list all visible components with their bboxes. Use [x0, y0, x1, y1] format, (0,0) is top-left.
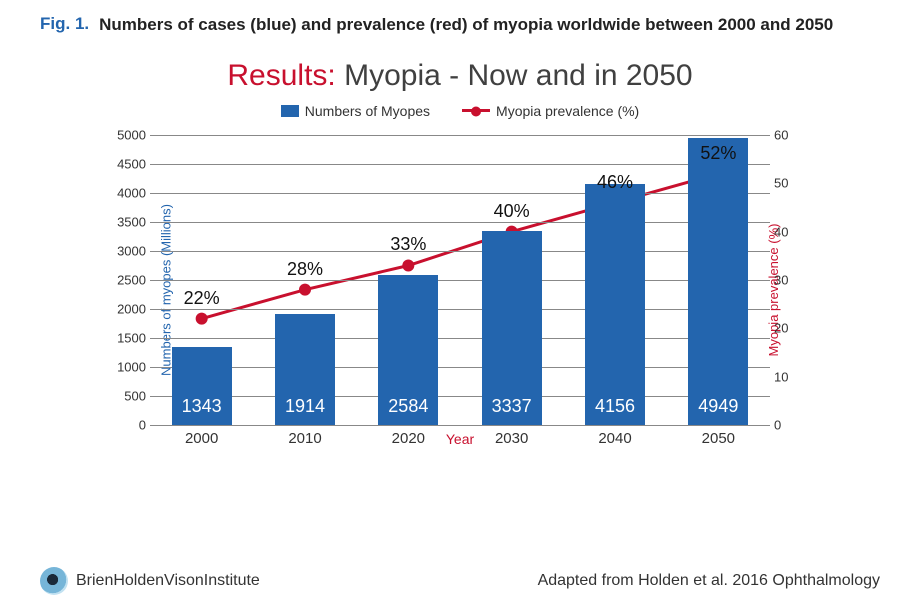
chart-title-rest: Myopia - Now and in 2050 — [336, 59, 693, 92]
bar-value-label: 4156 — [585, 396, 645, 417]
legend-bar-label: Numbers of Myopes — [305, 103, 430, 119]
y-right-tick: 0 — [774, 417, 810, 432]
prevalence-label: 46% — [597, 172, 633, 193]
chart: Numbers of myopes (Millions) Myopia prev… — [80, 125, 840, 455]
grid-line — [150, 222, 770, 223]
bar: 2584 — [378, 275, 438, 425]
prevalence-label: 52% — [700, 143, 736, 164]
y-left-tick: 1500 — [102, 330, 146, 345]
line-marker — [196, 313, 208, 325]
bar-swatch-icon — [281, 105, 299, 117]
bar-value-label: 1914 — [275, 396, 335, 417]
line-marker — [299, 284, 311, 296]
y-right-tick: 40 — [774, 224, 810, 239]
bar: 4949 — [688, 138, 748, 425]
bar-value-label: 2584 — [378, 396, 438, 417]
grid-line — [150, 280, 770, 281]
legend: Numbers of Myopes Myopia prevalence (%) — [0, 103, 920, 119]
x-tick: 2040 — [575, 430, 655, 447]
chart-title: Results: Myopia - Now and in 2050 — [0, 59, 920, 93]
grid-line — [150, 164, 770, 165]
source-attribution: Adapted from Holden et al. 2016 Ophthalm… — [538, 572, 880, 590]
x-tick: 2020 — [368, 430, 448, 447]
x-tick: 2000 — [162, 430, 242, 447]
legend-item-bars: Numbers of Myopes — [281, 103, 430, 119]
y-right-tick: 20 — [774, 321, 810, 336]
bar: 1343 — [172, 347, 232, 425]
figure-caption: Numbers of cases (blue) and prevalence (… — [99, 14, 833, 37]
prevalence-label: 22% — [184, 288, 220, 309]
legend-line-label: Myopia prevalence (%) — [496, 103, 639, 119]
bar: 3337 — [482, 231, 542, 425]
grid-line — [150, 251, 770, 252]
legend-item-line: Myopia prevalence (%) — [462, 103, 639, 119]
grid-line — [150, 396, 770, 397]
bar-value-label: 3337 — [482, 396, 542, 417]
bar: 4156 — [585, 184, 645, 425]
x-axis-title: Year — [446, 431, 474, 447]
grid-line — [150, 425, 770, 426]
x-tick: 2050 — [678, 430, 758, 447]
x-tick: 2010 — [265, 430, 345, 447]
chart-title-results: Results: — [227, 59, 335, 92]
institute-name: BrienHoldenVisonInstitute — [76, 572, 260, 590]
prevalence-label: 40% — [494, 201, 530, 222]
grid-line — [150, 367, 770, 368]
y-right-tick: 10 — [774, 369, 810, 384]
x-tick: 2030 — [472, 430, 552, 447]
grid-line — [150, 309, 770, 310]
y-left-tick: 0 — [102, 417, 146, 432]
y-left-tick: 3000 — [102, 243, 146, 258]
footer: BrienHoldenVisonInstitute Adapted from H… — [0, 567, 920, 595]
y-left-tick: 2500 — [102, 272, 146, 287]
y-left-tick: 3500 — [102, 214, 146, 229]
y-right-tick: 60 — [774, 127, 810, 142]
institute-logo-icon — [40, 567, 68, 595]
y-right-tick: 50 — [774, 176, 810, 191]
prevalence-label: 28% — [287, 259, 323, 280]
plot-area: Year 05001000150020002500300035004000450… — [150, 135, 770, 425]
figure-caption-row: Fig. 1. Numbers of cases (blue) and prev… — [0, 0, 920, 41]
figure-label: Fig. 1. — [40, 14, 89, 34]
institute-block: BrienHoldenVisonInstitute — [40, 567, 260, 595]
prevalence-label: 33% — [390, 234, 426, 255]
bar-value-label: 1343 — [172, 396, 232, 417]
bar-value-label: 4949 — [688, 396, 748, 417]
line-swatch-icon — [462, 109, 490, 112]
y-left-tick: 5000 — [102, 127, 146, 142]
bar: 1914 — [275, 314, 335, 425]
y-left-tick: 500 — [102, 388, 146, 403]
y-left-tick: 1000 — [102, 359, 146, 374]
grid-line — [150, 135, 770, 136]
y-right-tick: 30 — [774, 272, 810, 287]
y-left-tick: 4000 — [102, 185, 146, 200]
line-marker — [402, 259, 414, 271]
y-left-tick: 4500 — [102, 156, 146, 171]
y-left-tick: 2000 — [102, 301, 146, 316]
grid-line — [150, 193, 770, 194]
grid-line — [150, 338, 770, 339]
